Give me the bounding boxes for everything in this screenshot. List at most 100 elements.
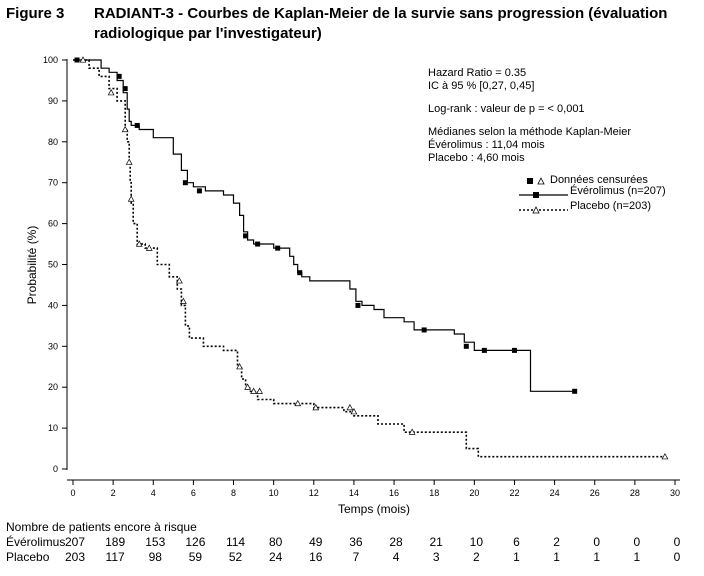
figure-title: Figure 3 RADIANT-3 - Courbes de Kaplan-Me… bbox=[6, 4, 700, 44]
censor-marker-everolimus bbox=[134, 122, 140, 128]
x-tick-label: 12 bbox=[309, 488, 319, 498]
censor-marker-everolimus bbox=[182, 180, 188, 186]
risk-value: 1 bbox=[513, 550, 520, 564]
censor-marker-placebo bbox=[408, 428, 416, 435]
y-tick-label: 90 bbox=[48, 96, 58, 106]
risk-row-placebo: Placebo 203 117 98 59 52 24 16 7 4 3 2 1 1 1 1 0 bbox=[6, 550, 704, 564]
censor-marker-placebo bbox=[250, 387, 257, 394]
risk-value: 0 bbox=[673, 535, 681, 549]
legend-censored-triangle-icon bbox=[537, 177, 545, 185]
censor-marker-everolimus bbox=[511, 347, 517, 353]
y-tick-label: 0 bbox=[53, 464, 58, 474]
legend-marker-placebo-icon bbox=[532, 206, 540, 214]
annotation-logrank: Log-rank : valeur de p = < 0,001 bbox=[428, 103, 585, 115]
censor-marker-placebo bbox=[294, 399, 302, 407]
x-tick-label: 14 bbox=[349, 488, 359, 498]
censor-marker-everolimus bbox=[421, 327, 427, 333]
censor-marker-placebo bbox=[127, 195, 135, 202]
censor-marker-everolimus bbox=[243, 233, 249, 239]
x-tick-label: 10 bbox=[269, 488, 279, 498]
y-tick-label: 70 bbox=[48, 178, 58, 188]
y-tick-label: 100 bbox=[43, 55, 58, 65]
risk-value: 0 bbox=[673, 550, 681, 564]
y-tick-label: 40 bbox=[48, 300, 58, 310]
risk-value: 114 bbox=[225, 535, 246, 549]
x-tick-label: 20 bbox=[469, 488, 479, 498]
censor-marker-placebo bbox=[350, 408, 358, 415]
figure-label: Figure 3 bbox=[6, 5, 65, 22]
y-tick-label: 30 bbox=[48, 341, 58, 351]
censor-marker-placebo bbox=[236, 363, 243, 370]
x-tick-label: 6 bbox=[191, 488, 196, 498]
legend-label-placebo: Placebo (n=203) bbox=[570, 200, 651, 212]
risk-row-everolimus: Évérolimus 207 189 153 126 114 80 49 36 28 21 10 6 2… bbox=[6, 535, 704, 549]
series-line-placebo bbox=[73, 59, 665, 458]
x-tick-label: 16 bbox=[389, 488, 399, 498]
annotation-hazard-ratio: Hazard Ratio = 0.35 bbox=[428, 67, 526, 79]
risk-value: 7 bbox=[352, 550, 360, 564]
x-tick-label: 26 bbox=[590, 488, 600, 498]
censor-marker-placebo bbox=[175, 277, 183, 284]
censor-marker-placebo bbox=[346, 403, 354, 411]
figure-title-text: RADIANT-3 - Courbes de Kaplan-Meier de l… bbox=[94, 5, 668, 42]
risk-value: 1 bbox=[633, 550, 641, 564]
censor-marker-placebo bbox=[135, 240, 143, 247]
series-line-everolimus bbox=[73, 59, 575, 392]
x-tick-label: 30 bbox=[670, 488, 680, 498]
risk-value: 98 bbox=[148, 550, 162, 564]
risk-value: 4 bbox=[392, 550, 400, 564]
censor-marker-everolimus bbox=[463, 343, 469, 349]
risk-value: 49 bbox=[309, 535, 323, 549]
censor-marker-placebo bbox=[79, 56, 87, 63]
risk-value: 3 bbox=[432, 550, 440, 564]
risk-value: 0 bbox=[633, 535, 641, 549]
x-tick-label: 28 bbox=[630, 488, 640, 498]
risk-value: 153 bbox=[145, 535, 166, 549]
censor-marker-everolimus bbox=[275, 245, 281, 251]
legend-label-everolimus: Évérolimus (n=207) bbox=[570, 184, 666, 197]
censor-marker-placebo bbox=[125, 158, 133, 165]
censor-marker-everolimus bbox=[255, 241, 261, 247]
risk-value: 2 bbox=[553, 535, 560, 549]
y-tick-label: 80 bbox=[48, 137, 58, 147]
x-tick-label: 2 bbox=[111, 488, 116, 498]
risk-value: 36 bbox=[349, 535, 363, 549]
x-tick-label: 0 bbox=[70, 488, 75, 498]
y-axis-label: Probabilité (%) bbox=[25, 226, 39, 305]
risk-value: 1 bbox=[553, 550, 560, 564]
y-tick-label: 50 bbox=[48, 260, 58, 270]
x-tick-label: 8 bbox=[231, 488, 236, 498]
risk-value: 117 bbox=[105, 550, 125, 564]
risk-value: 189 bbox=[105, 535, 126, 549]
risk-value: 59 bbox=[188, 550, 203, 564]
risk-value: 207 bbox=[64, 535, 86, 549]
censor-marker-placebo bbox=[312, 403, 320, 411]
risk-value: 1 bbox=[593, 550, 601, 564]
legend: Données censurées Évérolimus (n=207) Pla… bbox=[519, 174, 666, 214]
risk-value: 16 bbox=[309, 550, 323, 564]
y-tick-label: 60 bbox=[48, 219, 58, 229]
risk-value: 24 bbox=[268, 550, 283, 564]
censor-marker-placebo bbox=[179, 297, 187, 304]
legend-title: Données censurées bbox=[550, 174, 648, 186]
y-tick-label: 20 bbox=[48, 382, 58, 392]
x-tick-label: 4 bbox=[151, 488, 156, 498]
risk-value: 52 bbox=[228, 550, 243, 564]
series-layer bbox=[73, 56, 669, 460]
x-tick-label: 18 bbox=[429, 488, 439, 498]
censor-marker-placebo bbox=[145, 244, 153, 251]
annotation-median-title: Médianes selon la méthode Kaplan-Meier bbox=[428, 126, 631, 138]
risk-value: 0 bbox=[593, 535, 601, 549]
censor-marker-everolimus bbox=[355, 302, 361, 308]
censor-marker-everolimus bbox=[297, 270, 303, 276]
risk-value: 203 bbox=[64, 550, 86, 564]
risk-row-label: Évérolimus bbox=[6, 535, 66, 549]
km-chart: 0 10 20 30 40 50 60 70 80 90 100 0 2 4 6 8 10 12 14 16 18 20… bbox=[25, 55, 680, 516]
risk-value: 126 bbox=[185, 535, 206, 549]
risk-value: 2 bbox=[472, 550, 480, 564]
stats-annotations: Hazard Ratio = 0.35 IC à 95 % [0,27, 0,4… bbox=[428, 67, 631, 164]
y-tick-label: 10 bbox=[48, 423, 58, 433]
censor-marker-placebo bbox=[256, 387, 264, 394]
x-axis-label: Temps (mois) bbox=[338, 502, 410, 516]
annotation-median-everolimus: Évérolimus : 11,04 mois bbox=[428, 138, 545, 151]
